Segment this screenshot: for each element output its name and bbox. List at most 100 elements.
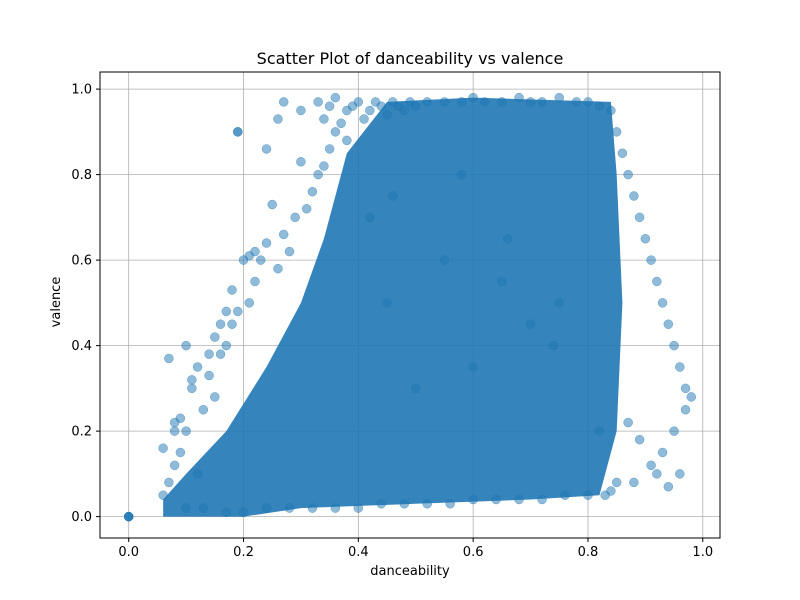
data-point	[399, 499, 410, 509]
data-point	[233, 127, 243, 137]
data-point	[606, 105, 616, 116]
data-point	[456, 97, 467, 107]
data-point	[365, 212, 375, 223]
data-point	[686, 392, 697, 402]
data-point	[198, 404, 209, 415]
data-point	[680, 404, 691, 415]
data-point	[273, 263, 283, 274]
data-point	[422, 499, 432, 509]
data-point	[290, 212, 300, 223]
data-point	[439, 255, 450, 265]
data-point	[646, 460, 656, 471]
data-point	[611, 477, 622, 488]
data-point	[284, 246, 295, 257]
data-point	[296, 157, 306, 167]
data-point	[215, 319, 226, 329]
data-point	[158, 490, 168, 500]
data-point	[192, 469, 203, 479]
data-point	[244, 298, 255, 308]
data-point	[594, 426, 605, 436]
data-point	[525, 97, 536, 107]
data-point	[514, 92, 524, 103]
data-point	[324, 144, 335, 154]
data-point	[215, 349, 226, 359]
data-point	[284, 503, 295, 513]
data-point	[313, 97, 323, 107]
data-point	[657, 447, 668, 458]
data-point	[342, 135, 352, 146]
data-point	[445, 499, 455, 509]
data-point	[583, 490, 593, 500]
data-point	[158, 443, 168, 453]
data-point	[422, 97, 432, 107]
data-point	[623, 417, 633, 428]
density-region	[163, 97, 623, 517]
data-point	[313, 169, 323, 180]
data-point	[537, 97, 547, 107]
data-point	[181, 503, 191, 513]
data-point	[629, 191, 639, 201]
data-point	[623, 169, 633, 180]
data-point	[187, 375, 197, 385]
data-point	[204, 349, 214, 359]
data-point	[468, 92, 478, 103]
data-point	[675, 469, 685, 479]
data-point	[548, 340, 559, 351]
data-point	[273, 114, 283, 124]
data-point	[181, 426, 191, 436]
data-point	[278, 97, 289, 107]
data-point	[255, 255, 266, 265]
data-point	[468, 362, 478, 372]
x-tick-label: 0.0	[118, 545, 139, 560]
chart-title: Scatter Plot of danceability vs valence	[257, 49, 564, 68]
x-tick-label: 0.2	[233, 545, 254, 560]
data-point	[479, 97, 490, 107]
data-point	[210, 332, 220, 342]
plot-area-frame	[99, 71, 721, 539]
data-point	[491, 494, 501, 505]
data-point	[640, 233, 651, 244]
x-tick-label: 1.0	[692, 545, 713, 560]
data-point	[261, 238, 272, 248]
data-point	[663, 481, 674, 492]
data-point	[663, 319, 674, 329]
x-tick-label: 0.8	[578, 545, 599, 560]
axis-ticks: 0.0 0.2 0.4 0.6 0.8 1.0 0.0 0.2 0.4 0.6 0.8 1.0	[71, 83, 713, 560]
x-axis-title: danceability	[370, 564, 450, 579]
data-point	[123, 511, 134, 522]
data-point	[221, 340, 232, 351]
data-point	[330, 127, 341, 137]
data-point	[611, 127, 622, 137]
data-point	[554, 298, 565, 308]
data-point	[319, 161, 329, 171]
data-point	[353, 97, 364, 107]
data-point	[376, 101, 387, 111]
data-point	[330, 92, 341, 103]
data-point	[468, 494, 478, 505]
data-point	[382, 110, 392, 120]
data-point	[439, 97, 450, 107]
data-point	[198, 503, 209, 513]
data-point	[525, 319, 536, 329]
data-point	[634, 212, 645, 223]
y-tick-label: 0.0	[71, 510, 92, 525]
data-point	[175, 413, 186, 424]
data-point	[634, 434, 645, 445]
data-point	[324, 101, 335, 111]
data-point	[187, 383, 197, 394]
data-point	[594, 101, 605, 111]
data-point	[560, 490, 570, 500]
data-point	[606, 486, 616, 496]
data-point	[554, 92, 565, 103]
y-axis-title: valence	[49, 277, 64, 328]
data-point	[410, 383, 421, 394]
data-point	[169, 460, 180, 471]
data-point	[175, 447, 186, 458]
y-tick-label: 0.4	[71, 339, 92, 354]
y-tick-label: 0.8	[71, 168, 92, 183]
data-point	[267, 199, 277, 210]
data-point	[399, 105, 410, 116]
data-point	[319, 114, 329, 124]
data-point	[238, 507, 249, 518]
x-tick-label: 0.6	[463, 545, 484, 560]
